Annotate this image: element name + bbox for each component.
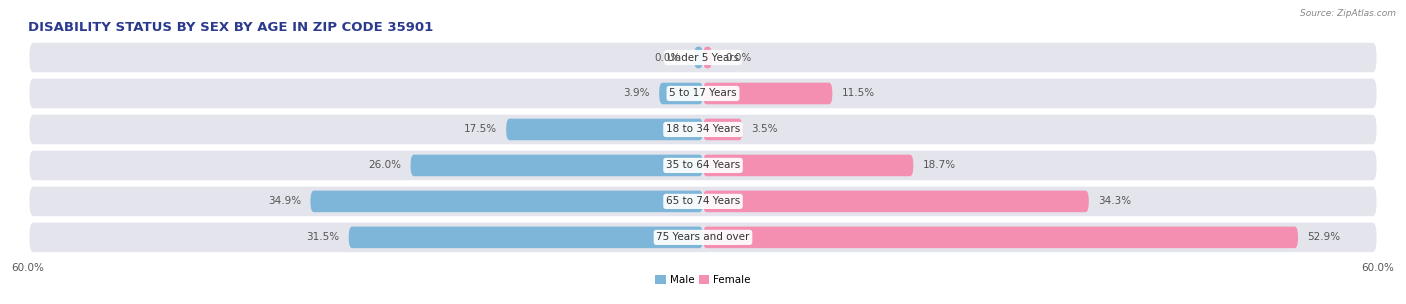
Text: 18.7%: 18.7% [922,161,956,171]
FancyBboxPatch shape [703,119,742,140]
Text: 65 to 74 Years: 65 to 74 Years [666,196,740,206]
Text: 3.9%: 3.9% [624,88,650,98]
Text: 18 to 34 Years: 18 to 34 Years [666,124,740,134]
FancyBboxPatch shape [30,151,1376,180]
FancyBboxPatch shape [30,79,1376,108]
FancyBboxPatch shape [659,83,703,104]
Text: 0.0%: 0.0% [725,53,752,63]
FancyBboxPatch shape [703,155,914,176]
Text: Under 5 Years: Under 5 Years [666,53,740,63]
FancyBboxPatch shape [411,155,703,176]
FancyBboxPatch shape [703,47,711,68]
FancyBboxPatch shape [30,187,1376,216]
Text: 34.9%: 34.9% [269,196,301,206]
Text: 5 to 17 Years: 5 to 17 Years [669,88,737,98]
FancyBboxPatch shape [506,119,703,140]
Text: Source: ZipAtlas.com: Source: ZipAtlas.com [1301,9,1396,18]
FancyBboxPatch shape [695,47,703,68]
FancyBboxPatch shape [311,191,703,212]
Text: 34.3%: 34.3% [1098,196,1130,206]
FancyBboxPatch shape [30,223,1376,252]
FancyBboxPatch shape [30,43,1376,72]
Text: 3.5%: 3.5% [751,124,778,134]
FancyBboxPatch shape [703,83,832,104]
Text: 11.5%: 11.5% [841,88,875,98]
FancyBboxPatch shape [349,226,703,248]
Text: DISABILITY STATUS BY SEX BY AGE IN ZIP CODE 35901: DISABILITY STATUS BY SEX BY AGE IN ZIP C… [28,21,433,34]
FancyBboxPatch shape [703,226,1298,248]
Text: 52.9%: 52.9% [1308,232,1340,242]
FancyBboxPatch shape [30,115,1376,144]
FancyBboxPatch shape [703,191,1088,212]
Text: 75 Years and over: 75 Years and over [657,232,749,242]
Text: 26.0%: 26.0% [368,161,402,171]
Legend: Male, Female: Male, Female [651,271,755,289]
Text: 35 to 64 Years: 35 to 64 Years [666,161,740,171]
Text: 17.5%: 17.5% [464,124,498,134]
Text: 31.5%: 31.5% [307,232,340,242]
Text: 0.0%: 0.0% [654,53,681,63]
